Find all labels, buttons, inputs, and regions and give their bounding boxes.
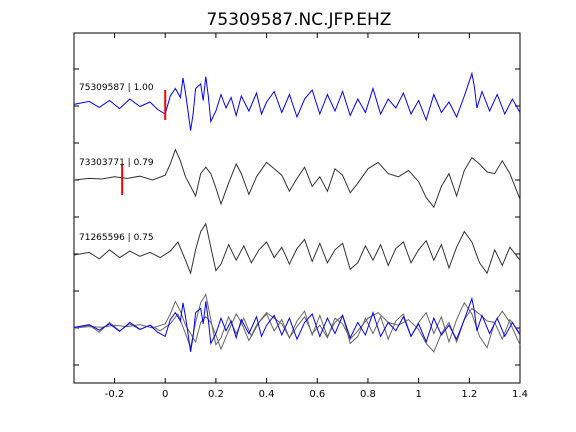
trace-line bbox=[73, 222, 521, 275]
trace-label: 75309587 | 1.00 bbox=[79, 83, 154, 93]
trace-group bbox=[73, 71, 521, 275]
x-axis: -0.2 0 0.2 0.4 0.6 0.8 1 1.2 1.4 bbox=[105, 33, 528, 400]
chart-title: 75309587.NC.JFP.EHZ bbox=[207, 10, 392, 30]
x-tick-label: 0.2 bbox=[208, 389, 224, 400]
trace-line bbox=[73, 71, 521, 131]
x-tick-label: 1 bbox=[415, 389, 421, 400]
x-tick-label: 1.4 bbox=[512, 389, 528, 400]
x-tick-label: 0.4 bbox=[259, 389, 275, 400]
trace-label: 73303771 | 0.79 bbox=[79, 158, 154, 168]
x-tick-label: 0 bbox=[162, 389, 168, 400]
x-tick-label: 0.8 bbox=[360, 389, 376, 400]
x-tick-label: 0.6 bbox=[309, 389, 325, 400]
trace-label: 71265596 | 0.75 bbox=[79, 233, 154, 243]
plot-frame bbox=[73, 32, 521, 384]
overlay-trace-line bbox=[73, 296, 521, 352]
x-tick-label: -0.2 bbox=[105, 389, 125, 400]
overlay-trace-line bbox=[73, 300, 521, 353]
trace-labels: 75309587 | 1.00 73303771 | 0.79 71265596 |… bbox=[79, 83, 154, 243]
x-tick-label: 1.2 bbox=[461, 389, 477, 400]
overlay-group bbox=[73, 293, 521, 353]
trace-line bbox=[73, 148, 521, 209]
